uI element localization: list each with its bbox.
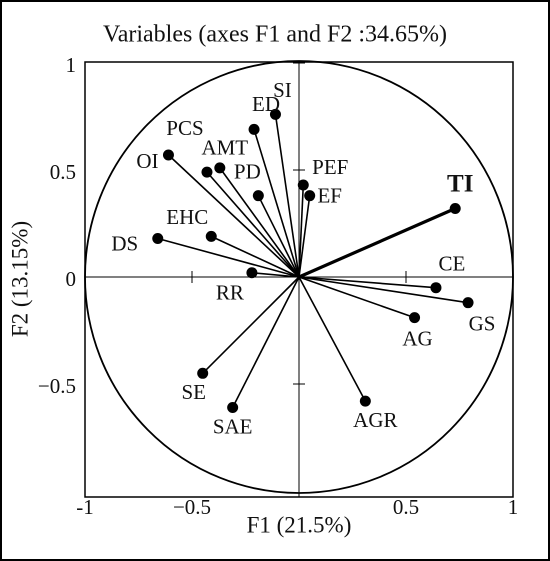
- point: [409, 312, 421, 324]
- y-tick-label: 0: [66, 267, 77, 291]
- chart-title: Variables (axes F1 and F2 :34.65%): [103, 22, 447, 48]
- point-label: DS: [111, 231, 138, 255]
- point-label: EF: [317, 183, 342, 207]
- point: [246, 267, 258, 279]
- point: [197, 367, 209, 379]
- y-axis-label: F2 (13.15%): [7, 221, 32, 337]
- point-label: AG: [402, 326, 432, 350]
- point: [227, 402, 239, 414]
- point-label: AGR: [353, 408, 397, 432]
- point-label: AMT: [201, 136, 248, 160]
- point: [214, 162, 226, 174]
- point-label: PEF: [312, 155, 348, 179]
- vector: [298, 184, 305, 278]
- point-label: OI: [136, 149, 158, 173]
- x-tick-label: 0.5: [393, 495, 419, 519]
- y-tick-label: 1: [66, 53, 77, 77]
- point-label: SI: [273, 78, 292, 102]
- point-label: GS: [469, 311, 496, 335]
- vector: [274, 114, 300, 278]
- x-tick-label: −0.5: [173, 495, 211, 519]
- x-tick-label: 1: [508, 495, 519, 519]
- vector: [298, 195, 311, 278]
- point-label: TI: [447, 170, 473, 197]
- point: [359, 395, 371, 407]
- vector: [257, 195, 300, 278]
- point-label: CE: [439, 252, 466, 276]
- point: [449, 203, 461, 215]
- vector: [202, 276, 300, 374]
- point-label: PD: [234, 159, 261, 183]
- point-label: SAE: [213, 414, 253, 438]
- x-axis-label: F1 (21.5%): [247, 512, 352, 537]
- point: [269, 108, 281, 120]
- vector: [298, 207, 456, 279]
- point: [304, 190, 316, 202]
- vector: [251, 271, 300, 278]
- vector: [298, 276, 437, 289]
- point: [430, 282, 442, 294]
- point: [297, 179, 309, 191]
- point: [162, 149, 174, 161]
- vector: [219, 167, 300, 278]
- point: [252, 190, 264, 202]
- vector: [167, 154, 300, 278]
- vector: [231, 276, 300, 408]
- point: [462, 297, 474, 309]
- vector: [298, 276, 415, 319]
- point-label: SE: [181, 380, 206, 404]
- point-label: RR: [216, 281, 244, 305]
- vector: [206, 171, 300, 278]
- point: [152, 232, 164, 244]
- point-label: ED: [252, 92, 280, 116]
- y-tick-label: 0.5: [50, 160, 76, 184]
- y-tick-label: −0.5: [38, 374, 76, 398]
- vector: [298, 276, 367, 402]
- point: [248, 123, 260, 135]
- point: [205, 230, 217, 242]
- x-tick-label: -1: [76, 495, 94, 519]
- vector: [298, 276, 469, 304]
- vector: [157, 237, 300, 278]
- vector: [253, 129, 300, 278]
- vector: [210, 235, 300, 278]
- point: [201, 166, 213, 178]
- point-label: EHC: [166, 205, 208, 229]
- point-label: PCS: [166, 116, 203, 140]
